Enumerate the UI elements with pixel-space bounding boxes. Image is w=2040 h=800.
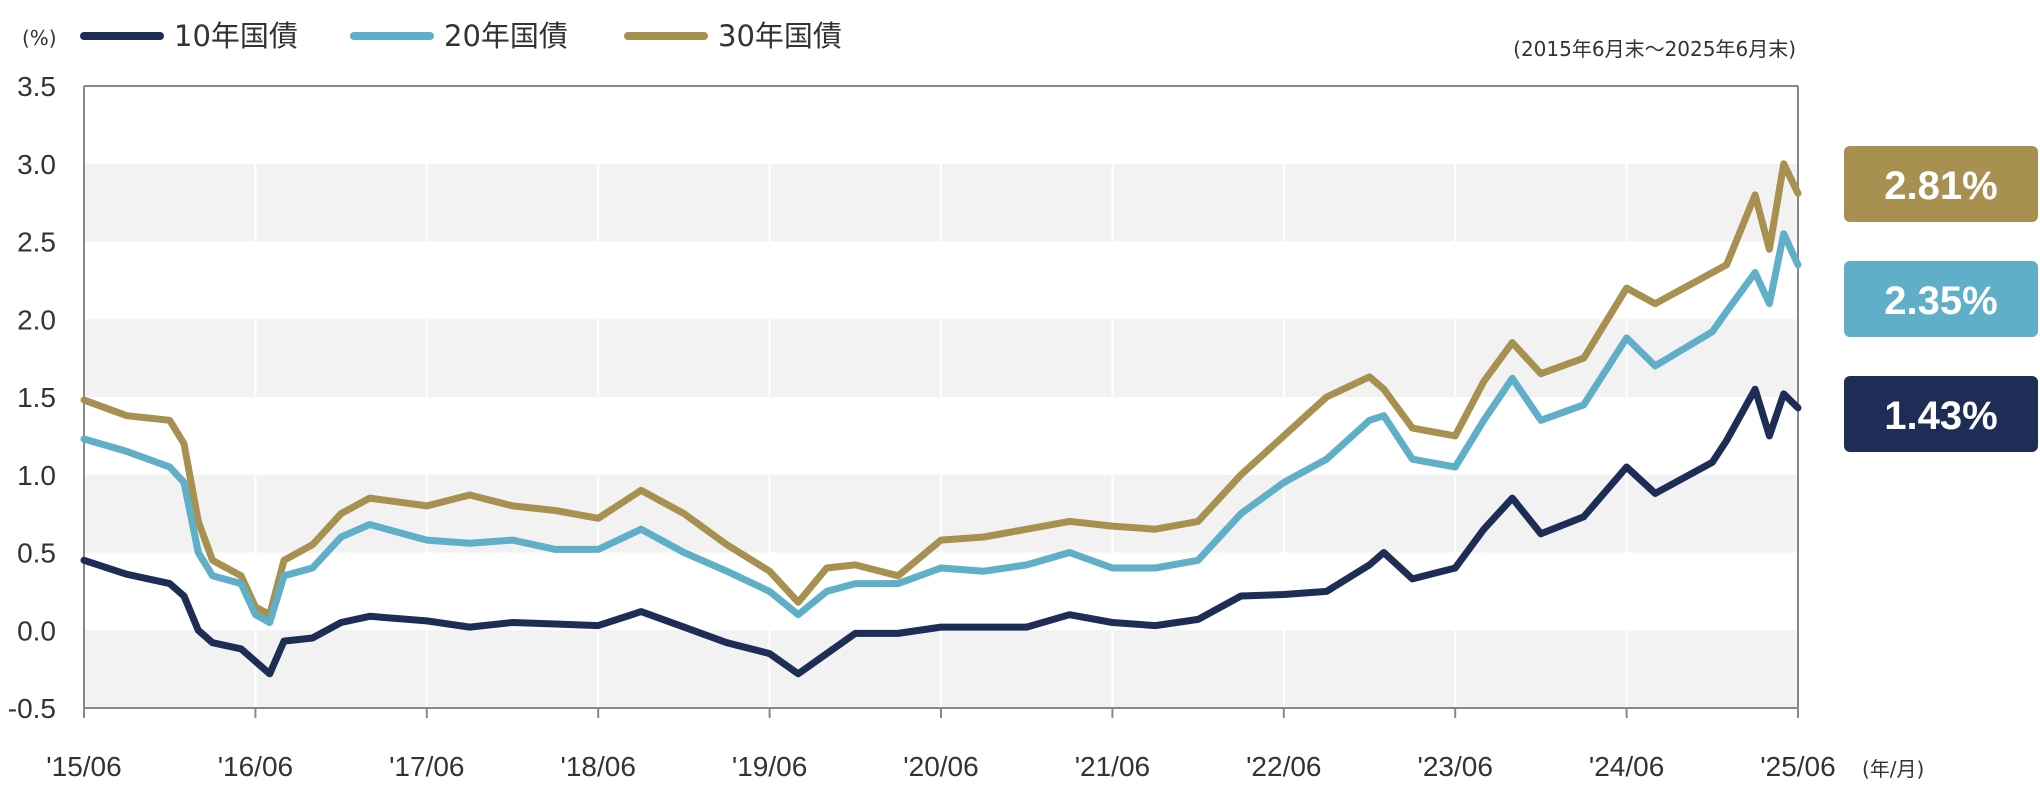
y-tick-label: 3.5 [17,71,56,102]
badge-background [1844,261,2038,337]
y-tick-label: 2.0 [17,304,56,335]
x-tick-label: '20/06 [903,751,978,782]
y-tick-label: 0.5 [17,538,56,569]
series-lines [80,160,1802,678]
x-tick-label: '23/06 [1417,751,1492,782]
x-tick-label: '24/06 [1589,751,1664,782]
latest-value-badge: 1.43% [1844,376,2038,452]
legend-label: 30年国債 [718,19,842,53]
y-tick-label: 2.5 [17,227,56,258]
y-axis-tick-labels: -0.5 0.0 0.5 1.0 1.5 2.0 2.5 3.0 3.5 [8,71,56,724]
x-tick-label: '18/06 [560,751,635,782]
vertical-gridlines [83,86,1799,718]
latest-value-badge: 2.81% [1844,146,2038,222]
legend-item: 10年国債 [80,19,298,53]
legend-item: 20年国債 [350,19,568,53]
badge-value: 2.35% [1884,279,1997,323]
y-tick-label: 3.0 [17,149,56,180]
badge-background [1844,376,2038,452]
legend-label: 10年国債 [174,19,298,53]
x-tick-label: '21/06 [1075,751,1150,782]
latest-value-badges: 2.81% 2.35% 1.43% [1844,146,2038,452]
legend-label: 20年国債 [444,19,568,53]
y-tick-label: -0.5 [8,693,56,724]
latest-value-badge: 2.35% [1844,261,2038,337]
series-line [80,385,1802,678]
x-tick-label: '19/06 [732,751,807,782]
badge-value: 1.43% [1884,394,1997,438]
y-tick-label: 1.5 [17,382,56,413]
x-tick-label: '15/06 [46,751,121,782]
period-note: (2015年6月末〜2025年6月末) [1513,37,1796,61]
badge-background [1844,146,2038,222]
y-axis-unit-label: (%) [22,26,57,50]
legend-item: 30年国債 [624,19,842,53]
x-tick-label: '22/06 [1246,751,1321,782]
x-tick-label: '25/06 [1760,751,1835,782]
legend: 10年国債 20年国債 30年国債 [80,19,842,53]
x-tick-label: '16/06 [218,751,293,782]
x-tick-label: '17/06 [389,751,464,782]
y-tick-label: 0.0 [17,615,56,646]
y-tick-label: 1.0 [17,460,56,491]
badge-value: 2.81% [1884,164,1997,208]
x-axis-unit-label: (年/月) [1862,757,1924,781]
series-line [80,230,1802,626]
x-axis-tick-labels: '15/06 '16/06 '17/06 '18/06 '19/06 '20/06 '21/… [46,751,1835,782]
